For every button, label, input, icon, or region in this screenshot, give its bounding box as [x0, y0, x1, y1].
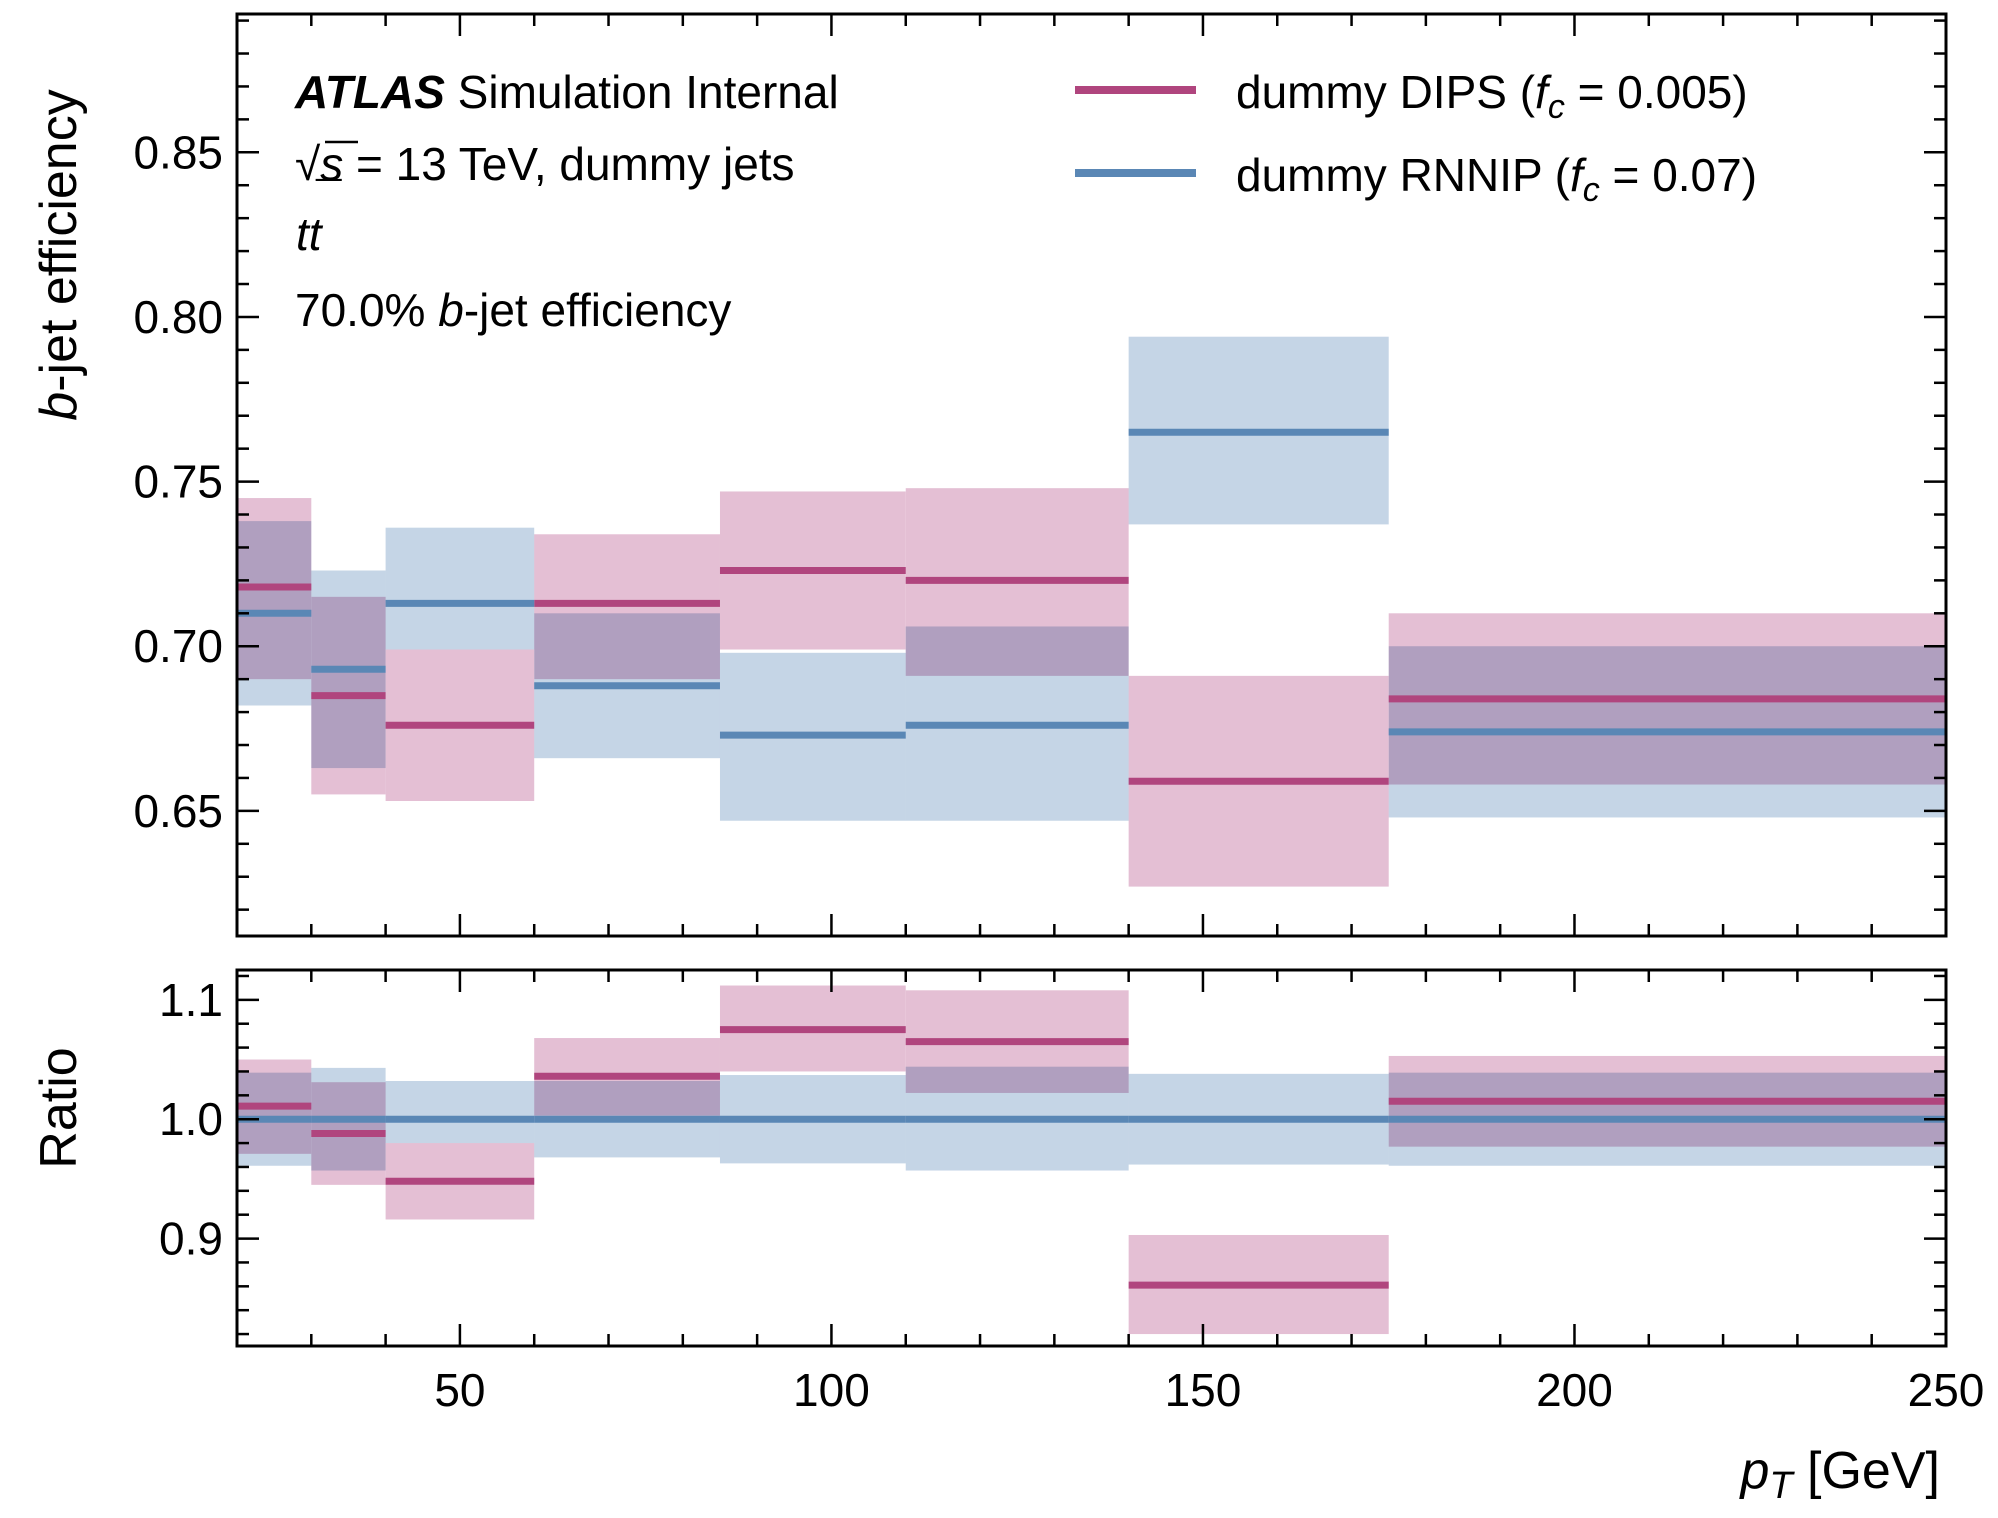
sqrt-symbol: √	[295, 138, 321, 190]
legend: dummy DIPS (fc = 0.005) dummy RNNIP (fc …	[1075, 66, 1757, 209]
main-ticks: 0.65 0.70 0.75 0.80 0.85	[133, 14, 1948, 936]
y-axis-title-b: b	[30, 392, 88, 421]
energy-label: √s = 13 TeV, dummy jets	[295, 138, 795, 190]
legend-label-rnnip: dummy RNNIP (fc = 0.07)	[1236, 149, 1757, 209]
energy-text: = 13 TeV, dummy jets	[343, 138, 794, 190]
ratio-bands	[237, 985, 1946, 1335]
process-bar: ¯	[315, 172, 342, 224]
main-y-tick-label: 0.85	[133, 126, 223, 178]
legend-rnnip-sub: c	[1583, 171, 1600, 209]
atlas-rest: Simulation Internal	[445, 66, 839, 118]
process-t2: t	[309, 208, 324, 260]
svg-text:√s = 13 TeV, dummy jets: √s = 13 TeV, dummy jets	[295, 138, 795, 190]
main-panel: 0.65 0.70 0.75 0.80 0.85 ATLAS Simulation In…	[30, 12, 1948, 938]
ratio-y-tick-label: 1.1	[159, 974, 223, 1026]
legend-dips-prefix: dummy DIPS (	[1236, 66, 1536, 118]
ratio-plot-frame	[235, 968, 1948, 1348]
x-axis-title-unit: [GeV]	[1793, 1442, 1940, 1500]
ratio-y-axis-title: Ratio	[30, 1047, 88, 1168]
legend-rnnip-prefix: dummy RNNIP (	[1236, 149, 1571, 201]
wp-suffix: -jet efficiency	[464, 284, 732, 336]
ratio-y-tick-label: 1.0	[159, 1093, 223, 1145]
main-band-rnnip-2	[385, 527, 535, 650]
legend-dips-suffix: = 0.005)	[1565, 66, 1748, 118]
main-bands	[237, 336, 1946, 887]
ratio-y-tick-label: 0.9	[159, 1213, 223, 1265]
wp-b: b	[438, 284, 464, 336]
x-axis-title-sub: T	[1769, 1465, 1795, 1507]
main-y-tick-label: 0.65	[133, 785, 223, 837]
sqrt-s: s	[320, 138, 343, 190]
main-y-tick-label: 0.70	[133, 620, 223, 672]
x-axis-title: pT [GeV]	[1738, 1442, 1940, 1507]
y-axis-title: b-jet efficiency	[30, 89, 88, 420]
wp-label: 70.0% b-jet efficiency	[295, 284, 731, 336]
legend-rnnip-f: f	[1570, 149, 1587, 201]
x-tick-label: 200	[1536, 1364, 1613, 1416]
x-tick-label: 50	[434, 1364, 485, 1416]
atlas-bold: ATLAS	[294, 66, 445, 118]
ratio-lines	[237, 1026, 1946, 1289]
process-label: tt	[296, 208, 324, 260]
wp-prefix: 70.0%	[295, 284, 438, 336]
atlas-label: ATLAS Simulation Internal	[294, 66, 839, 118]
main-plot-frame	[235, 12, 1948, 938]
x-tick-label: 150	[1165, 1364, 1242, 1416]
x-tick-label: 100	[793, 1364, 870, 1416]
ratio-ticks: 50 100 150 200 250 0.9 1.0 1.1	[159, 970, 1984, 1416]
legend-dips-sub: c	[1548, 88, 1565, 126]
main-y-tick-label: 0.75	[133, 456, 223, 508]
legend-rnnip-suffix: = 0.07)	[1600, 149, 1757, 201]
process-t1: t	[296, 208, 311, 260]
ratio-panel: 50 100 150 200 250 0.9 1.0 1.1 Ratio	[30, 968, 1984, 1416]
x-axis-title-p: p	[1738, 1442, 1769, 1500]
main-y-tick-label: 0.80	[133, 291, 223, 343]
x-tick-label: 250	[1908, 1364, 1985, 1416]
y-axis-title-rest: -jet efficiency	[30, 89, 88, 392]
ratio-band-rnnip-2	[385, 1081, 535, 1144]
legend-label-dips: dummy DIPS (fc = 0.005)	[1236, 66, 1748, 126]
legend-dips-f: f	[1535, 66, 1552, 118]
main-lines	[237, 428, 1946, 785]
